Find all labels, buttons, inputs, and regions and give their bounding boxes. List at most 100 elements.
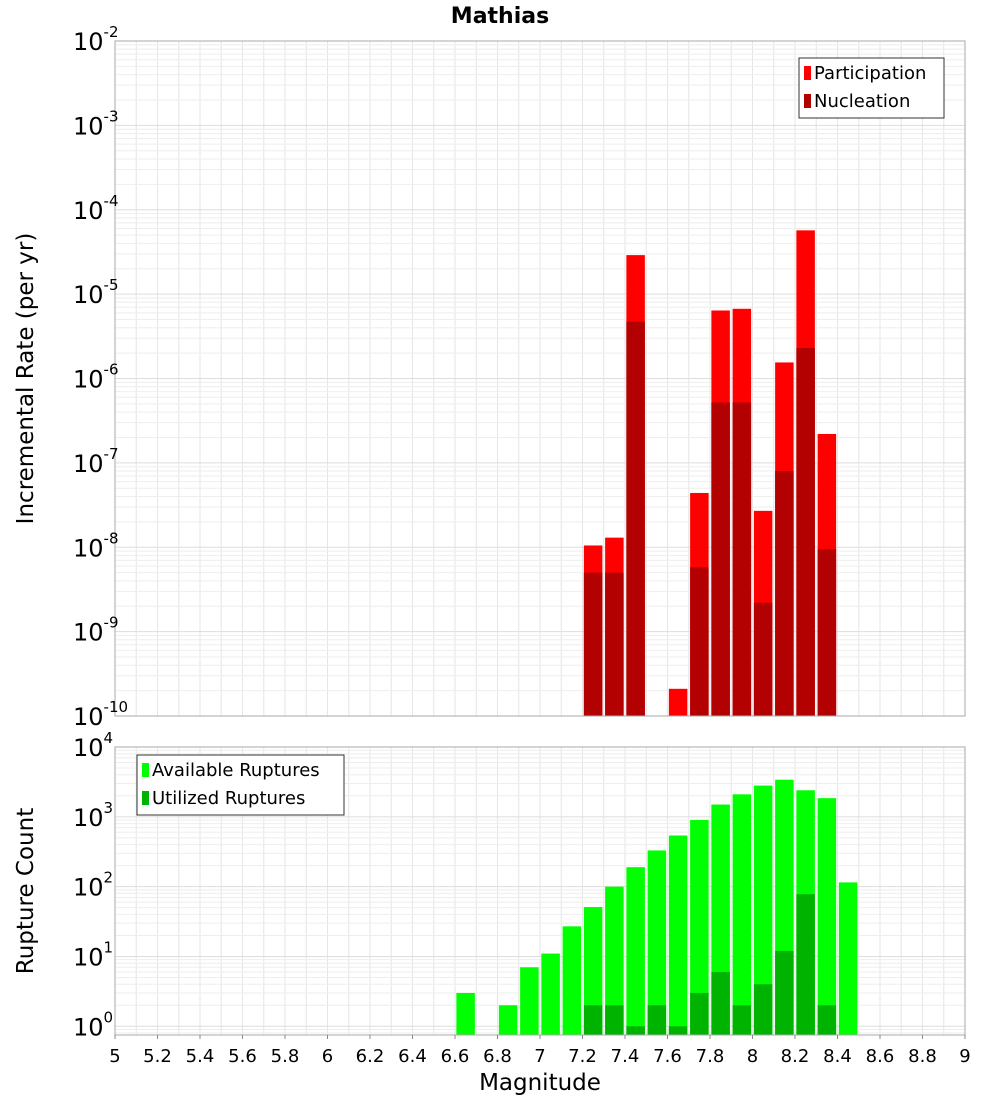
x-tick-label: 6.8 [483, 1046, 512, 1067]
top-bars [583, 230, 837, 716]
y-tick-exponent: -7 [104, 445, 119, 463]
legend-label-participation: Participation [814, 63, 926, 84]
y-tick-exponent: 1 [104, 938, 114, 956]
bar-utilized-ruptures-7.35 [605, 1005, 624, 1035]
y-tick-label: 101 [73, 938, 113, 971]
bar-available-ruptures-7.35 [605, 886, 624, 1035]
top-plot-frame [114, 40, 966, 717]
x-tick-label: 5.2 [143, 1046, 172, 1067]
y-tick-exponent: 2 [104, 869, 114, 887]
x-tick-label: 8.4 [823, 1046, 852, 1067]
x-tick-label: 7.8 [696, 1046, 725, 1067]
bar-utilized-ruptures-8.15 [775, 950, 794, 1035]
bar-nucleation-7.35 [605, 572, 624, 716]
bar-available-ruptures-7.65 [668, 835, 688, 1035]
x-tick-label: 5 [109, 1046, 120, 1067]
bar-nucleation-8.25 [796, 347, 815, 716]
chart-title: Mathias [451, 4, 549, 29]
x-tick-label: 8.2 [781, 1046, 810, 1067]
y-tick-base: 10 [73, 197, 104, 225]
y-tick-exponent: -6 [104, 361, 119, 379]
y-tick-base: 10 [73, 450, 104, 478]
x-axis-title: Magnitude [479, 1070, 601, 1096]
y-tick-label: 10-6 [73, 361, 119, 394]
y-tick-base: 10 [73, 943, 104, 971]
bar-available-ruptures-6.95 [520, 967, 539, 1035]
bar-available-ruptures-7.55 [647, 850, 667, 1035]
bar-available-ruptures-8.05 [753, 785, 773, 1035]
y-tick-base: 10 [73, 112, 104, 140]
x-tick-label: 8.8 [908, 1046, 937, 1067]
y-tick-label: 10-9 [73, 614, 119, 647]
bar-nucleation-8.15 [775, 471, 794, 716]
y-tick-label: 10-8 [73, 529, 119, 562]
y-tick-base: 10 [73, 619, 104, 647]
legend-label-utilized-ruptures: Utilized Ruptures [152, 788, 305, 809]
bottom-y-axis-title: Rupture Count [13, 808, 39, 974]
bottom-gridlines [114, 746, 966, 1035]
bar-available-ruptures-6.85 [498, 1005, 518, 1035]
bar-available-ruptures-7.15 [562, 926, 582, 1035]
y-tick-exponent: 0 [104, 1008, 114, 1026]
bar-nucleation-7.75 [690, 567, 709, 716]
bar-utilized-ruptures-7.65 [668, 1026, 688, 1035]
y-tick-base: 10 [73, 1013, 104, 1041]
bar-available-ruptures-8.35 [817, 798, 837, 1035]
legend-box [136, 754, 345, 816]
bar-participation-7.65 [668, 688, 688, 716]
bottom-legend: Available Ruptures Utilized Ruptures [136, 754, 345, 816]
y-tick-label: 10-2 [73, 23, 119, 56]
y-tick-base: 10 [73, 534, 104, 562]
x-tick-label: 9 [959, 1046, 970, 1067]
x-tick-label: 7.4 [611, 1046, 640, 1067]
y-tick-label: 10-3 [73, 107, 119, 140]
y-tick-exponent: -4 [104, 192, 119, 210]
y-tick-exponent: 3 [104, 799, 114, 817]
bar-nucleation-8.35 [817, 549, 837, 716]
y-tick-exponent: -8 [104, 529, 119, 547]
y-tick-base: 10 [73, 874, 104, 902]
bar-utilized-ruptures-8.35 [817, 1005, 837, 1035]
bar-available-ruptures-7.25 [583, 907, 603, 1035]
x-tick-label: 7.6 [653, 1046, 682, 1067]
y-tick-label: 10-4 [73, 192, 119, 225]
y-tick-base: 10 [73, 804, 104, 832]
y-tick-label: 10-5 [73, 276, 119, 309]
bar-nucleation-7.85 [711, 402, 730, 716]
top-legend: Participation Nucleation [798, 57, 945, 119]
bar-utilized-ruptures-7.95 [732, 1005, 752, 1035]
y-tick-base: 10 [73, 703, 104, 731]
y-tick-exponent: -2 [104, 23, 119, 41]
y-tick-label: 104 [73, 729, 113, 762]
bar-available-ruptures-7.05 [541, 953, 560, 1035]
bottom-bars [456, 779, 858, 1035]
y-tick-label: 10-7 [73, 445, 119, 478]
bar-utilized-ruptures-7.25 [583, 1005, 603, 1035]
legend-swatch-utilized-ruptures [142, 791, 149, 805]
bar-available-ruptures-7.75 [690, 820, 709, 1035]
x-tick-label: 5.8 [271, 1046, 300, 1067]
bar-utilized-ruptures-7.55 [647, 1005, 667, 1035]
y-tick-base: 10 [73, 366, 104, 394]
x-tick-label: 6 [322, 1046, 333, 1067]
x-ticks: 5 5.2 5.4 5.6 5.8 6 6.2 6.4 6.6 6.8 7 7.2 7.4 7.6 7.8 8… [109, 1035, 971, 1067]
bar-available-ruptures-6.65 [456, 992, 475, 1035]
top-gridlines [114, 40, 966, 717]
x-tick-label: 5.4 [186, 1046, 215, 1067]
bar-nucleation-7.45 [626, 321, 645, 716]
x-tick-label: 6.4 [398, 1046, 427, 1067]
x-tick-label: 5.6 [228, 1046, 257, 1067]
bar-utilized-ruptures-7.45 [626, 1026, 645, 1035]
x-tick-label: 6.6 [441, 1046, 470, 1067]
bar-utilized-ruptures-7.85 [711, 971, 730, 1035]
y-tick-label: 103 [73, 799, 113, 832]
bar-nucleation-8.05 [753, 602, 773, 716]
y-tick-label: 10-10 [73, 698, 128, 731]
x-tick-label: 8.6 [866, 1046, 895, 1067]
legend-swatch-participation [804, 66, 811, 80]
y-tick-exponent: -10 [104, 698, 129, 716]
